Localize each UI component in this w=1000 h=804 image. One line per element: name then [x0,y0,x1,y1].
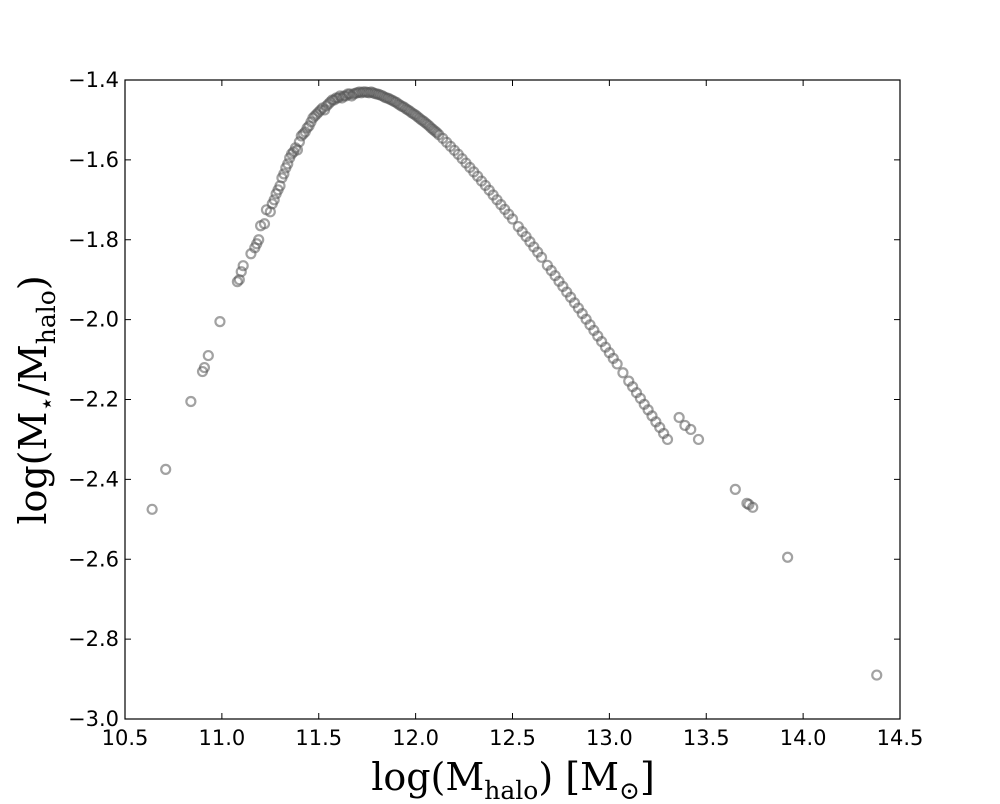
data-points [146,86,883,681]
data-point [782,551,794,563]
y-tick-label: −2.2 [68,388,119,412]
y-tick-label: −2.6 [68,547,119,571]
data-point [506,213,519,225]
y-tick-label: −2.4 [68,467,119,491]
data-point [268,194,280,206]
data-point [692,433,705,446]
data-point [535,251,548,263]
data-point [235,266,247,278]
x-tick-label: 14.5 [877,726,924,750]
data-point [258,218,271,230]
x-tick-label: 11.5 [295,726,342,750]
data-point [611,358,623,370]
y-axis-title: log(M⋆/Mhalo) [11,275,61,524]
y-tick-label: −1.6 [68,148,119,172]
y-tick-label: −2.0 [68,308,119,332]
data-point [198,361,211,374]
data-point [747,501,759,513]
data-point [146,503,158,515]
plot-frame [124,79,901,720]
axis-tick-labels: 10.5 11.0 11.5 12.0 12.5 13.0 13.5 14.0 14.5 −3.0… [68,68,923,750]
x-tick-label: 13.5 [683,726,730,750]
data-point [185,395,197,408]
data-point [729,483,741,495]
data-point [685,423,697,436]
data-point [237,260,249,272]
data-point [278,168,290,180]
data-point [231,276,243,288]
y-tick-label: −1.4 [68,68,119,92]
data-point [673,411,685,424]
x-tick-label: 12.0 [392,726,439,750]
x-tick-label: 13.0 [586,726,633,750]
axis-ticks [124,79,901,720]
y-tick-label: −3.0 [68,707,119,731]
data-point [253,234,265,246]
data-point [214,316,226,328]
x-axis-title: log(Mhalo) [M⊙] [371,755,655,800]
x-tick-label: 14.0 [780,726,827,750]
y-tick-label: −1.8 [68,228,119,252]
y-tick-label: −2.8 [68,627,119,651]
data-point [661,433,674,446]
data-point [202,349,214,362]
data-point [617,367,629,379]
data-point [431,127,443,139]
data-point [282,158,294,170]
data-point [160,463,172,475]
data-point [871,669,883,681]
x-tick-label: 10.5 [102,726,149,750]
x-tick-label: 12.5 [489,726,536,750]
x-tick-label: 11.0 [198,726,245,750]
